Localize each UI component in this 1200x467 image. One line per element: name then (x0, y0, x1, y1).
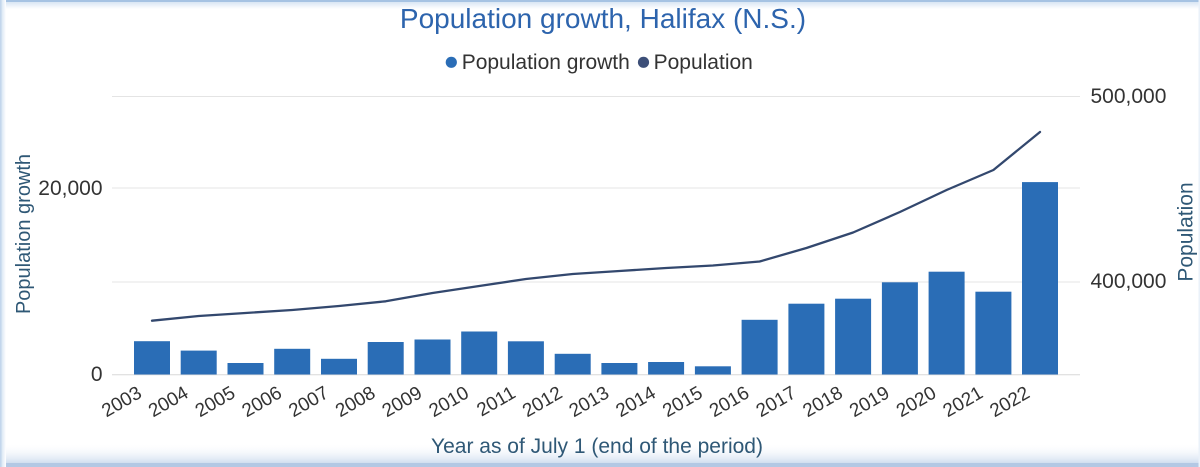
svg-text:Population growth: Population growth (462, 51, 630, 74)
svg-text:400,000: 400,000 (1091, 270, 1167, 293)
svg-text:500,000: 500,000 (1091, 85, 1167, 108)
svg-text:20,000: 20,000 (38, 177, 102, 200)
svg-text:0: 0 (91, 363, 103, 386)
svg-text:Year as of July 1 (end of the: Year as of July 1 (end of the period) (431, 435, 763, 458)
svg-text:Population: Population (1175, 182, 1198, 281)
svg-text:Population growth, Halifax (N.: Population growth, Halifax (N.S.) (400, 3, 806, 34)
svg-text:Population growth: Population growth (13, 154, 35, 314)
svg-text:Population: Population (654, 51, 753, 74)
